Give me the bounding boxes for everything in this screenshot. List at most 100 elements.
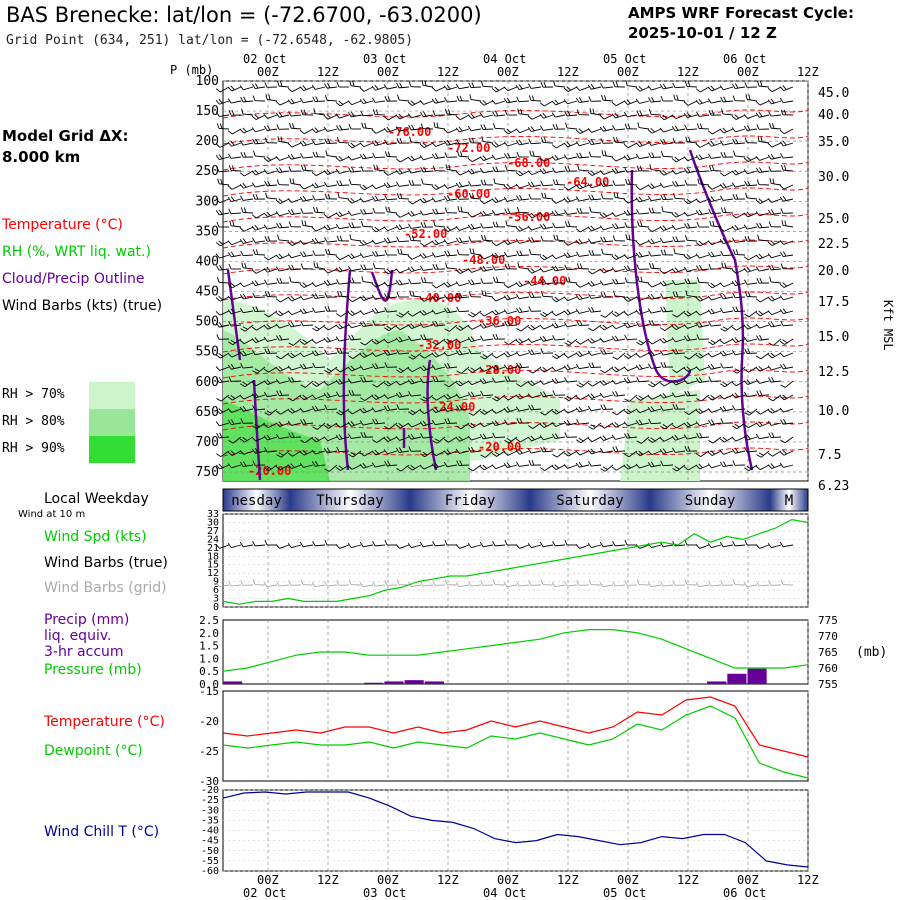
wind-barb-shaft [554, 184, 566, 186]
wind-barb-feather [575, 395, 581, 401]
wind-barb-shaft [399, 170, 410, 175]
wind-barb [563, 464, 578, 469]
wind-barb [239, 338, 254, 345]
wind-barb-feather [539, 102, 545, 107]
wind-barb-shaft [280, 408, 290, 415]
wind-barb-feather [396, 82, 400, 89]
wind-barb-feather [215, 99, 220, 105]
wind-barb-feather [480, 355, 486, 360]
wind-barb-shaft [446, 422, 458, 424]
wind-barb [479, 198, 494, 205]
wind-barb-feather [277, 234, 280, 241]
wind-barb [492, 432, 506, 439]
wind-barb-shaft [328, 324, 338, 331]
wind-barb-shaft [303, 254, 314, 258]
wind-barb-feather [578, 437, 584, 442]
wind-barb-shaft [399, 380, 410, 386]
height-tick-label: 17.5 [818, 295, 849, 310]
wind-barb [408, 223, 422, 229]
wind-barb [527, 181, 542, 188]
wind-barb-feather [228, 341, 234, 346]
wind-barb-shaft [363, 142, 374, 148]
wind-barb-shaft [471, 450, 482, 453]
wind-barb-shaft [447, 100, 458, 103]
wind-barb-feather [470, 391, 475, 397]
wind-barb [263, 169, 278, 175]
wind-barb-shaft [292, 450, 302, 457]
wind-barb [228, 376, 242, 382]
wind-barb-feather [432, 165, 436, 171]
wind-barb [275, 433, 290, 440]
wind-barb-feather [252, 138, 256, 145]
wind-barb-feather [419, 464, 425, 470]
wind-barb [552, 390, 566, 396]
wind-barb [395, 436, 410, 441]
temperature-contour [222, 421, 809, 431]
wind-barb-feather [458, 349, 463, 355]
wind-barb-feather [563, 353, 569, 359]
wind-barb-shaft [254, 296, 266, 299]
wind-barb-feather [323, 170, 328, 175]
wind-barb-shaft [555, 310, 566, 317]
wind-barb-feather [479, 101, 485, 106]
wind-barb-feather [422, 111, 427, 117]
wind-barb-shaft [351, 198, 362, 204]
wind-barb-shaft [495, 100, 506, 105]
temperature-contour-label: -76.00 [388, 125, 431, 139]
wind-barb-feather [299, 295, 304, 301]
wind-barb-feather [443, 184, 448, 189]
wind-barb [431, 462, 446, 469]
wind-barb [300, 436, 314, 444]
wind-barb-feather [227, 396, 233, 401]
top-hour-label: 00Z [737, 65, 759, 79]
wind-barb [371, 294, 386, 300]
wind-barb-feather [445, 108, 448, 115]
wind-barb-shaft [436, 338, 446, 346]
wind-barb [215, 86, 230, 93]
wind-barb-shaft [244, 170, 254, 177]
wind-barb [275, 421, 290, 428]
wind-barb-feather [336, 411, 342, 416]
wind-barb-feather [553, 234, 556, 240]
wind-barb-feather [218, 209, 223, 215]
wind-barb-feather [551, 155, 556, 161]
wind-barb [539, 324, 554, 330]
wind-barb [480, 335, 494, 341]
wind-barb-shaft [375, 198, 386, 202]
wind-barb-feather [491, 452, 497, 457]
wind-barb [336, 347, 350, 354]
wind-barb-shaft [267, 212, 278, 218]
wind-barb-shaft [483, 366, 494, 372]
wind-barb-feather [398, 279, 403, 285]
wind-barb-shaft [447, 464, 458, 468]
wind-barb [575, 294, 590, 301]
wind-barb-feather [232, 220, 235, 227]
wind-barb-feather [567, 165, 571, 172]
wind-barb-shaft [435, 142, 446, 147]
wind-barb-feather [575, 86, 580, 91]
wind-barb-feather [374, 338, 380, 343]
wind-barb-feather [312, 426, 318, 430]
wind-barb [455, 435, 470, 442]
wind-barb-feather [371, 363, 376, 369]
wind-barb-shaft [590, 198, 602, 201]
weekday-label: nesday [231, 493, 282, 509]
wind-barb-feather [409, 290, 412, 296]
wind-barb-shaft [531, 450, 542, 454]
wind-barb [455, 126, 470, 133]
wind-barb-shaft [483, 294, 494, 298]
wind-barb [551, 198, 566, 204]
wind-barb [299, 282, 314, 288]
wind-barb-feather [434, 184, 440, 189]
wind-barb-feather [458, 181, 463, 187]
pressure-tick-label: 100 [196, 74, 219, 89]
wind-barb [299, 251, 314, 258]
wind-barb-shaft [507, 240, 518, 246]
wind-barb-feather [267, 348, 271, 354]
wind-barb-feather [220, 178, 223, 185]
wind-barb-shaft [506, 324, 518, 327]
wind-barb-feather [299, 364, 304, 370]
wind-barb-shaft [303, 100, 314, 104]
wind-barb-feather [519, 194, 523, 201]
wind-barb-feather [564, 264, 568, 270]
